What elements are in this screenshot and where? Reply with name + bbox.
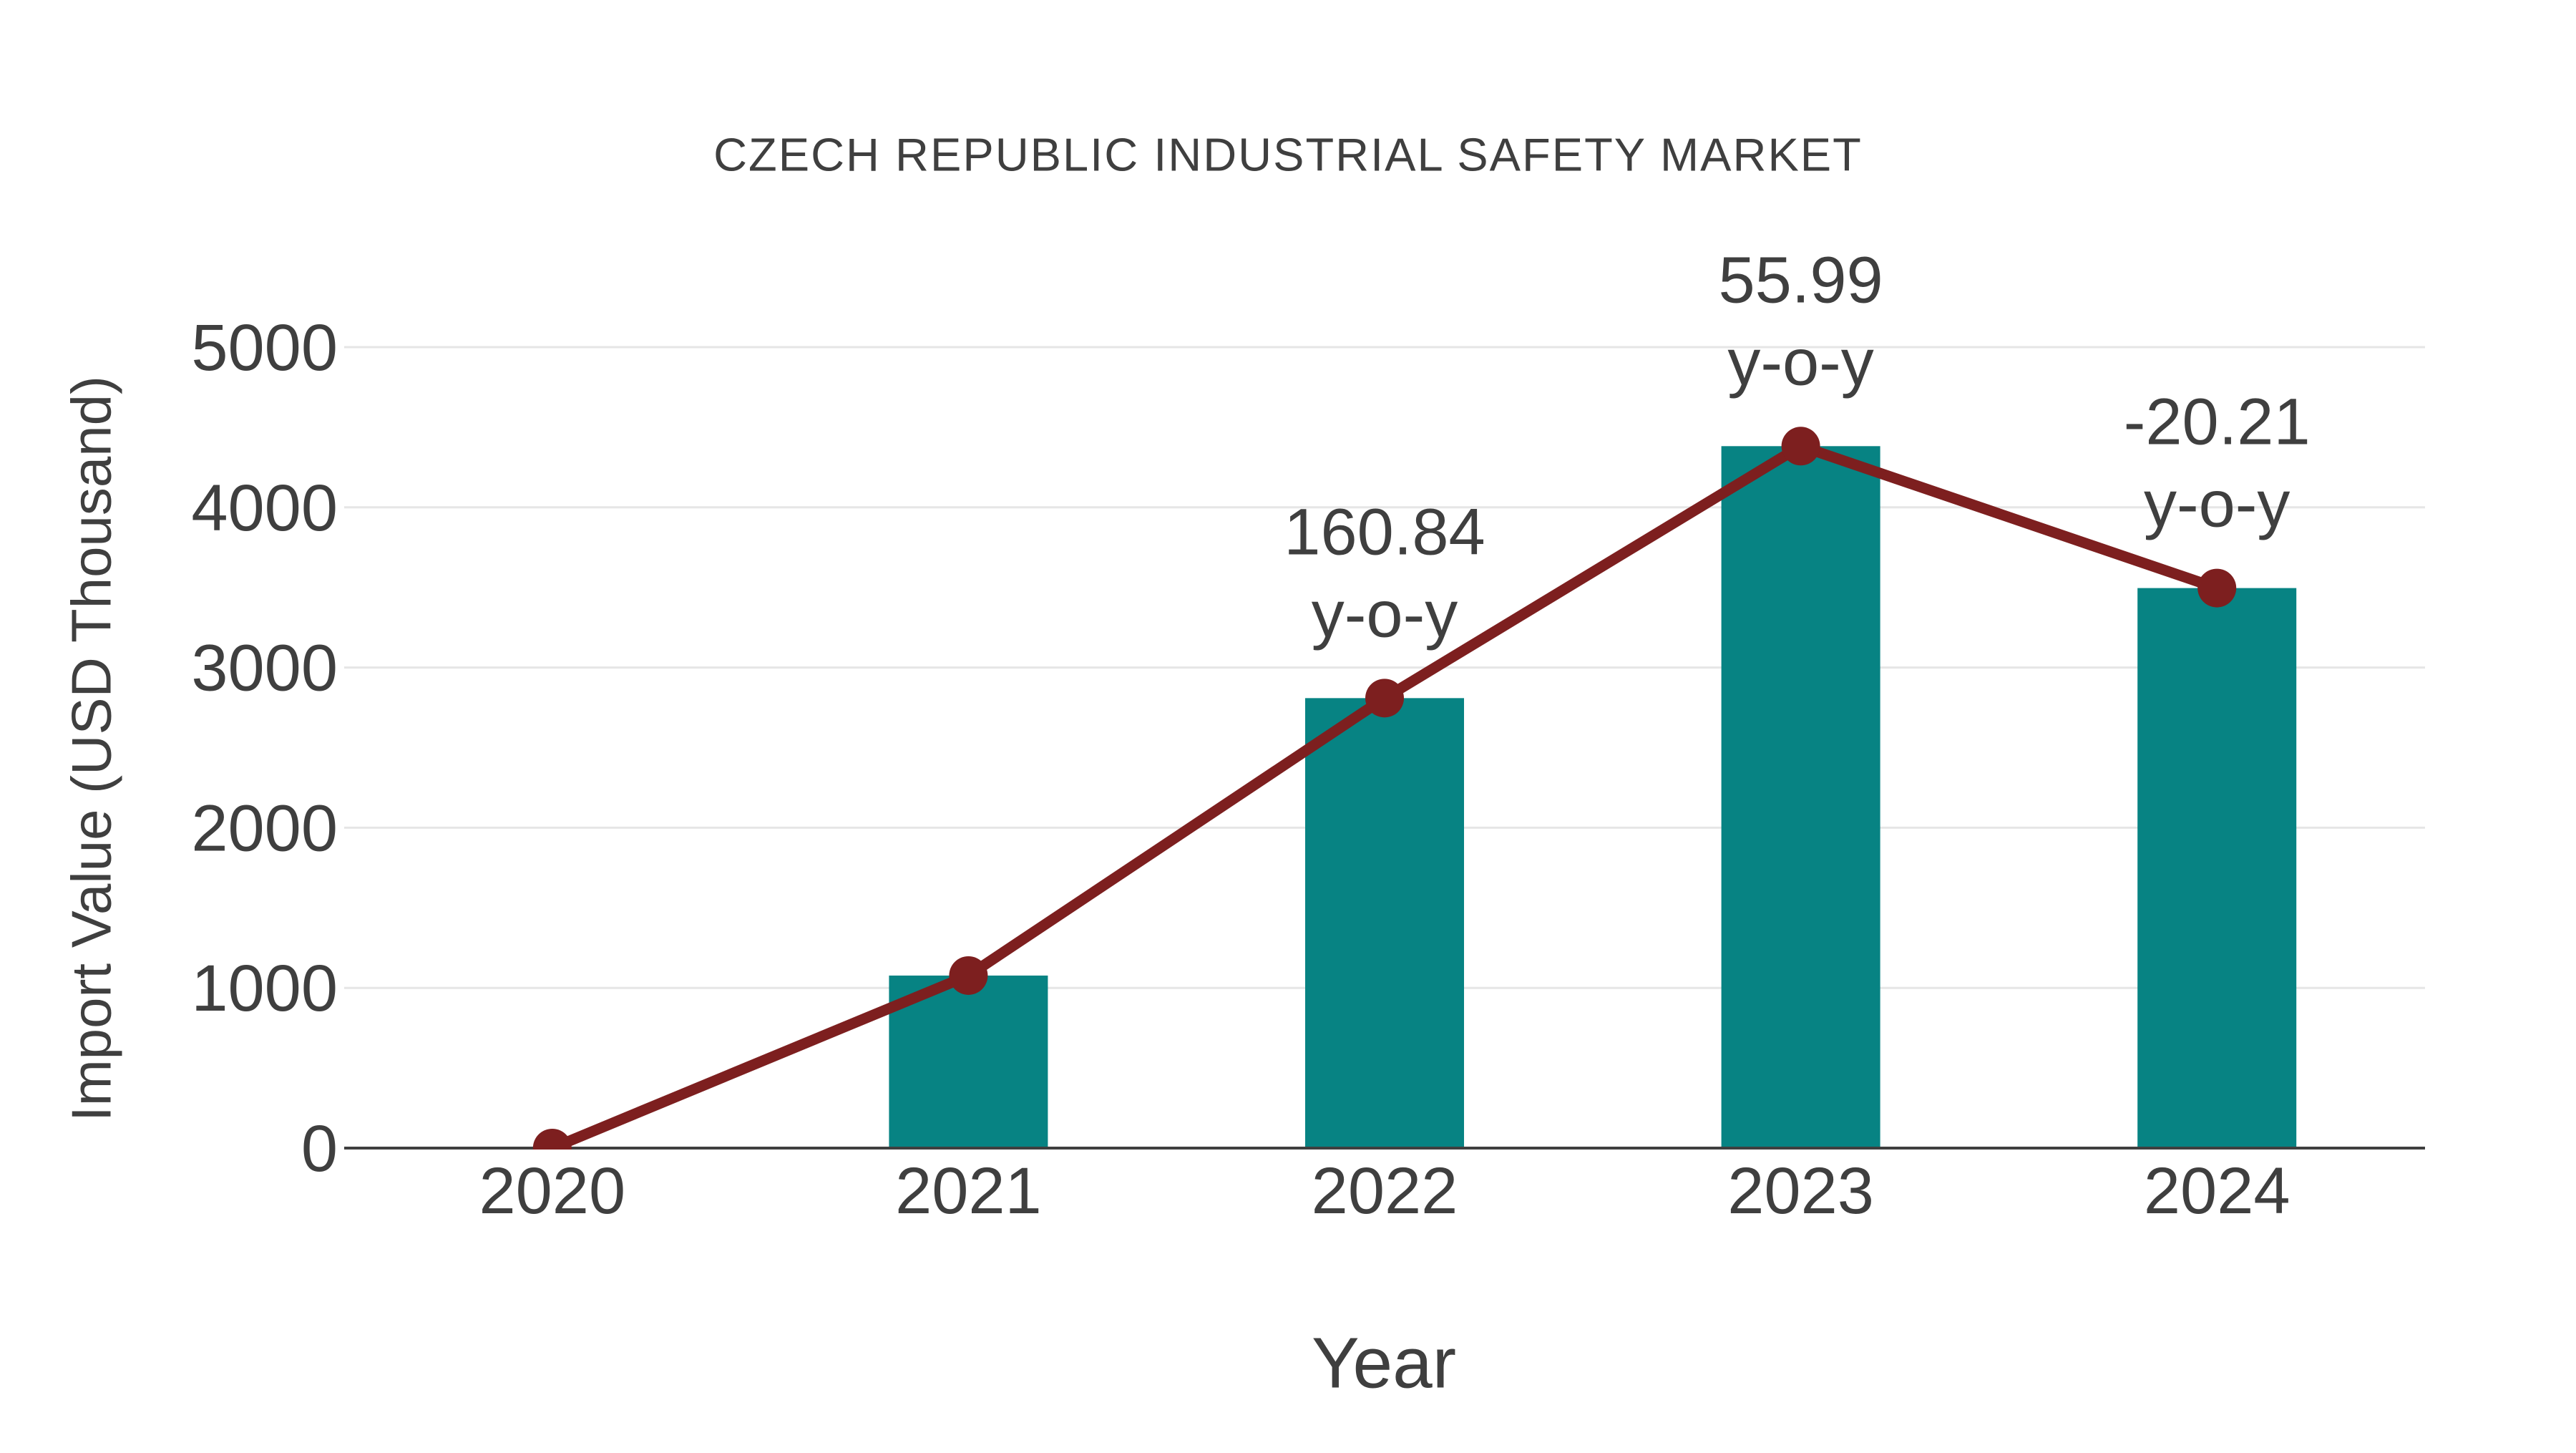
x-tick-2023: 2023 <box>1727 1155 1874 1228</box>
chart-title: CZECH REPUBLIC INDUSTRIAL SAFETY MARKET <box>713 128 1863 181</box>
bar-2024 <box>2137 588 2297 1148</box>
annotation-2022: 160.84 y-o-y <box>1284 495 1485 651</box>
y-tick-2000: 2000 <box>191 792 338 865</box>
y-tick-5000: 5000 <box>191 311 338 384</box>
annotation-value-2022: 160.84 <box>1284 495 1485 568</box>
y-tick-3000: 3000 <box>191 632 338 705</box>
bar-2022 <box>1305 698 1464 1148</box>
x-tick-2021: 2021 <box>895 1155 1042 1228</box>
marker-2022 <box>1365 679 1404 718</box>
annotation-2023: 55.99 y-o-y <box>1718 243 1883 399</box>
x-tick-2020: 2020 <box>479 1155 625 1228</box>
annotation-value-2024: -20.21 <box>2124 386 2311 459</box>
marker-2020 <box>532 1129 572 1150</box>
annotation-suffix-2023: y-o-y <box>1727 326 1873 399</box>
y-tick-4000: 4000 <box>191 472 338 545</box>
bar-2023 <box>1721 446 1880 1148</box>
marker-2023 <box>1781 427 1820 466</box>
marker-2021 <box>949 956 988 995</box>
y-axis-label: Import Value (USD Thousand) <box>59 376 123 1122</box>
x-tick-2024: 2024 <box>2144 1155 2290 1228</box>
line-series <box>532 427 2237 1150</box>
annotation-value-2023: 55.99 <box>1718 243 1883 316</box>
y-tick-1000: 1000 <box>191 952 338 1025</box>
x-tick-2022: 2022 <box>1312 1155 1458 1228</box>
bar-2021 <box>889 975 1048 1148</box>
marker-2024 <box>2197 568 2237 608</box>
annotation-suffix-2022: y-o-y <box>1312 578 1458 651</box>
y-tick-0: 0 <box>301 1112 338 1185</box>
annotation-2024: -20.21 y-o-y <box>2124 386 2311 541</box>
annotation-suffix-2024: y-o-y <box>2144 468 2290 541</box>
x-axis-label: Year <box>1311 1323 1457 1404</box>
